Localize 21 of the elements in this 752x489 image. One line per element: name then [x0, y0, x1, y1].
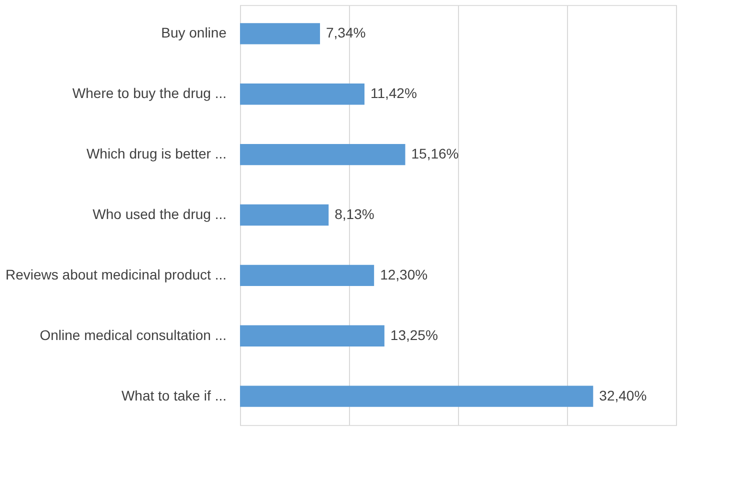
bar: [240, 264, 374, 286]
y-tick-label: Who used the drug ...: [92, 206, 226, 222]
bar: [240, 23, 320, 44]
y-tick-label: Online medical consultation ...: [40, 326, 226, 343]
data-label: 8,13%: [334, 206, 374, 222]
y-tick-label: Which drug is better ...: [86, 146, 226, 162]
data-label: 15,16%: [411, 146, 459, 162]
y-tick-label: Where to buy the drug ...: [72, 85, 226, 102]
y-tick-label: What to take if ...: [121, 387, 226, 404]
data-label: 12,30%: [380, 266, 428, 282]
bar: [240, 386, 594, 407]
y-tick-label: Buy online: [161, 24, 227, 41]
data-label: 11,42%: [370, 85, 417, 102]
bar: [240, 84, 364, 105]
bar: [240, 204, 329, 226]
data-label: 13,25%: [390, 326, 438, 343]
data-label: 7,34%: [326, 24, 366, 41]
bar: [240, 144, 406, 166]
bar: [240, 325, 384, 346]
y-tick-label: Reviews about medicinal product ...: [6, 266, 226, 282]
data-label: 32,40%: [599, 387, 647, 404]
